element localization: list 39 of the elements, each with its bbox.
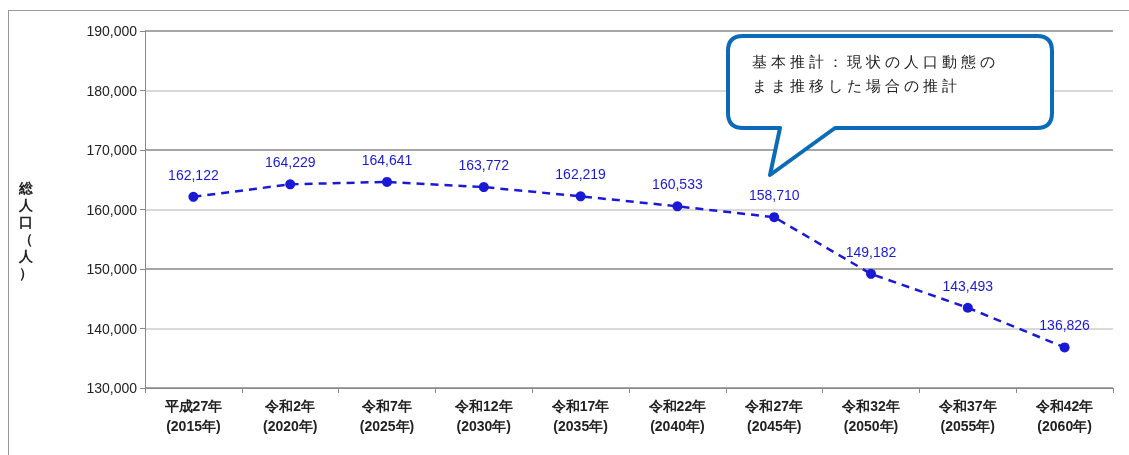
point	[769, 212, 780, 223]
y-tick-label: 140,000	[86, 320, 138, 337]
y-tick-label: 150,000	[86, 261, 138, 277]
y-axis-title: 総人口（人）	[17, 180, 34, 282]
data-label: 164,229	[264, 154, 316, 171]
x-tick-label: 令和37年 (2055年)	[938, 398, 997, 434]
y-tick-label: 170,000	[86, 142, 138, 158]
y-tick-label: 160,000	[86, 201, 138, 218]
x-tick-label: 令和12年 (2030年)	[454, 398, 513, 434]
data-label: 158,710	[748, 187, 800, 204]
data-label: 162,219	[555, 166, 607, 183]
point	[672, 201, 683, 212]
point	[285, 179, 296, 190]
y-tick-label: 190,000	[86, 23, 138, 39]
x-tick-label: 令和2年 (2020年)	[262, 398, 318, 434]
point	[478, 182, 489, 193]
x-tick-label: 令和32年 (2050年)	[841, 398, 900, 434]
data-label: 160,533	[652, 176, 703, 193]
annotation: 基本推計：現状の人口動態のまま推移した場合の推計	[752, 52, 1000, 97]
data-label: 163,772	[458, 157, 510, 174]
x-tick-label: 令和42年 (2060年)	[1034, 398, 1094, 434]
data-label: 136,826	[1039, 317, 1091, 334]
x-tick-label: 令和22年 (2040年)	[647, 398, 707, 434]
point	[382, 176, 392, 187]
point	[866, 268, 876, 279]
point	[188, 191, 199, 202]
data-label: 164,641	[361, 151, 413, 168]
point	[1059, 342, 1070, 353]
data-label: 162,122	[168, 166, 219, 183]
point	[575, 191, 586, 202]
x-tick-label: 令和7年 (2025年)	[359, 398, 415, 434]
x-tick-label: 令和27年 (2045年)	[744, 398, 803, 434]
data-label: 143,493	[942, 277, 994, 294]
x-tick-label: 平成27年 (2015年)	[163, 398, 223, 434]
data-label: 149,182	[845, 243, 897, 260]
point	[962, 302, 973, 313]
y-tick-label: 130,000	[86, 380, 138, 396]
y-tick-label: 180,000	[86, 82, 138, 99]
x-tick-label: 令和17年 (2035年)	[550, 398, 610, 434]
